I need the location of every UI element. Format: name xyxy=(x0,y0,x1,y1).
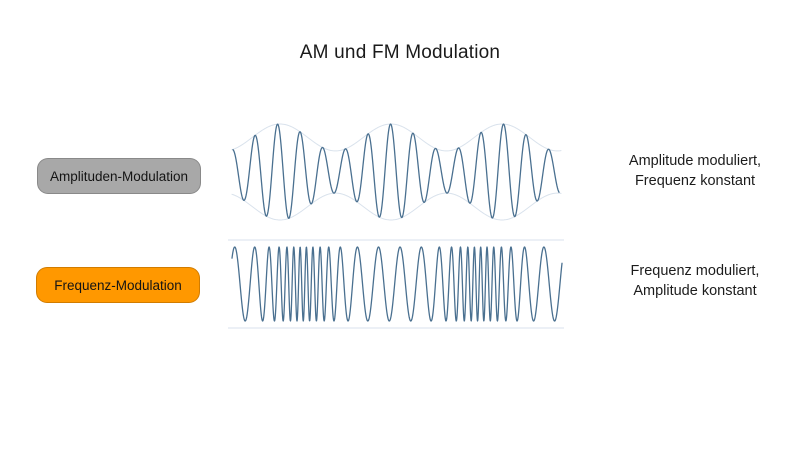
am-caption-line1: Amplitude moduliert, xyxy=(628,153,762,169)
fm-caption-line1: Frequenz moduliert, xyxy=(630,263,760,279)
am-carrier-wave xyxy=(232,123,560,219)
page-title: AM und FM Modulation xyxy=(299,42,501,63)
am-envelope-upper-line xyxy=(231,123,562,152)
amplitude-modulation-button[interactable]: Amplituden-Modulation xyxy=(37,158,201,194)
am-caption-line2: Frequenz konstant xyxy=(634,173,756,189)
am-envelope-lower-line xyxy=(231,192,562,221)
fm-waveform-plot xyxy=(228,239,564,329)
am-waveform-plot xyxy=(231,123,562,221)
fm-caption-line2: Amplitude konstant xyxy=(633,283,757,299)
frequency-modulation-button-label: Frequenz-Modulation xyxy=(54,277,182,293)
fm-carrier-wave xyxy=(231,246,563,322)
amplitude-modulation-button-label: Amplituden-Modulation xyxy=(49,168,189,184)
fm-caption: Frequenz moduliert, Amplitude konstant xyxy=(600,261,790,301)
am-caption: Amplitude moduliert, Frequenz konstant xyxy=(600,151,790,191)
frequency-modulation-button[interactable]: Frequenz-Modulation xyxy=(36,267,200,303)
